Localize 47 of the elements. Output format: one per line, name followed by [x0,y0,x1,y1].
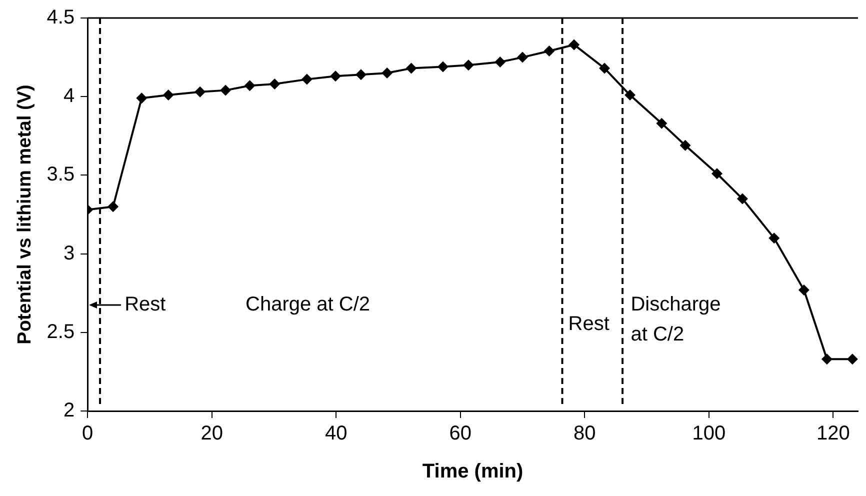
y-tick-label: 2.5 [46,320,75,343]
point [330,70,341,82]
point [220,84,232,96]
x-tick-label: 60 [449,422,472,445]
point [355,69,366,80]
point [437,61,448,72]
point [136,92,148,104]
point [406,62,417,74]
point [301,74,312,85]
point [517,52,528,63]
point [768,232,780,244]
y-tick-label: 4.5 [46,6,75,29]
point [568,39,580,50]
point [544,46,555,57]
y-tick-label: 3 [63,242,75,264]
x-tick-label: 20 [200,422,223,445]
point [624,90,636,101]
point [798,284,810,296]
point [382,68,393,79]
x-tick-label: 0 [82,422,94,445]
annotation: Discharge at C/2 [630,293,721,346]
point [462,60,474,71]
y-tick-label: 4 [63,85,75,108]
annotation: Charge at C/2 [246,293,370,316]
point [821,354,832,365]
y-tick-label: 3.5 [46,164,75,186]
point [680,140,691,151]
point [269,78,280,90]
y-axis-title: Potential vs lithium metal (V) [14,84,36,344]
point [599,62,610,74]
point [194,86,206,98]
point [108,201,119,212]
point [711,168,722,180]
x-tick-label: 80 [574,422,596,445]
point [244,80,256,92]
point [736,193,748,204]
y-tick-label: 2 [63,400,75,422]
x-tick-label: 120 [816,422,850,445]
x-axis-title: Time (min) [422,460,524,483]
annotation: Rest [568,313,610,336]
annotation: Rest [124,293,166,316]
point [162,90,174,101]
x-tick-label: 100 [692,422,726,445]
x-tick-label: 40 [324,422,348,445]
point [846,354,858,365]
point [656,118,668,129]
point [494,56,506,68]
